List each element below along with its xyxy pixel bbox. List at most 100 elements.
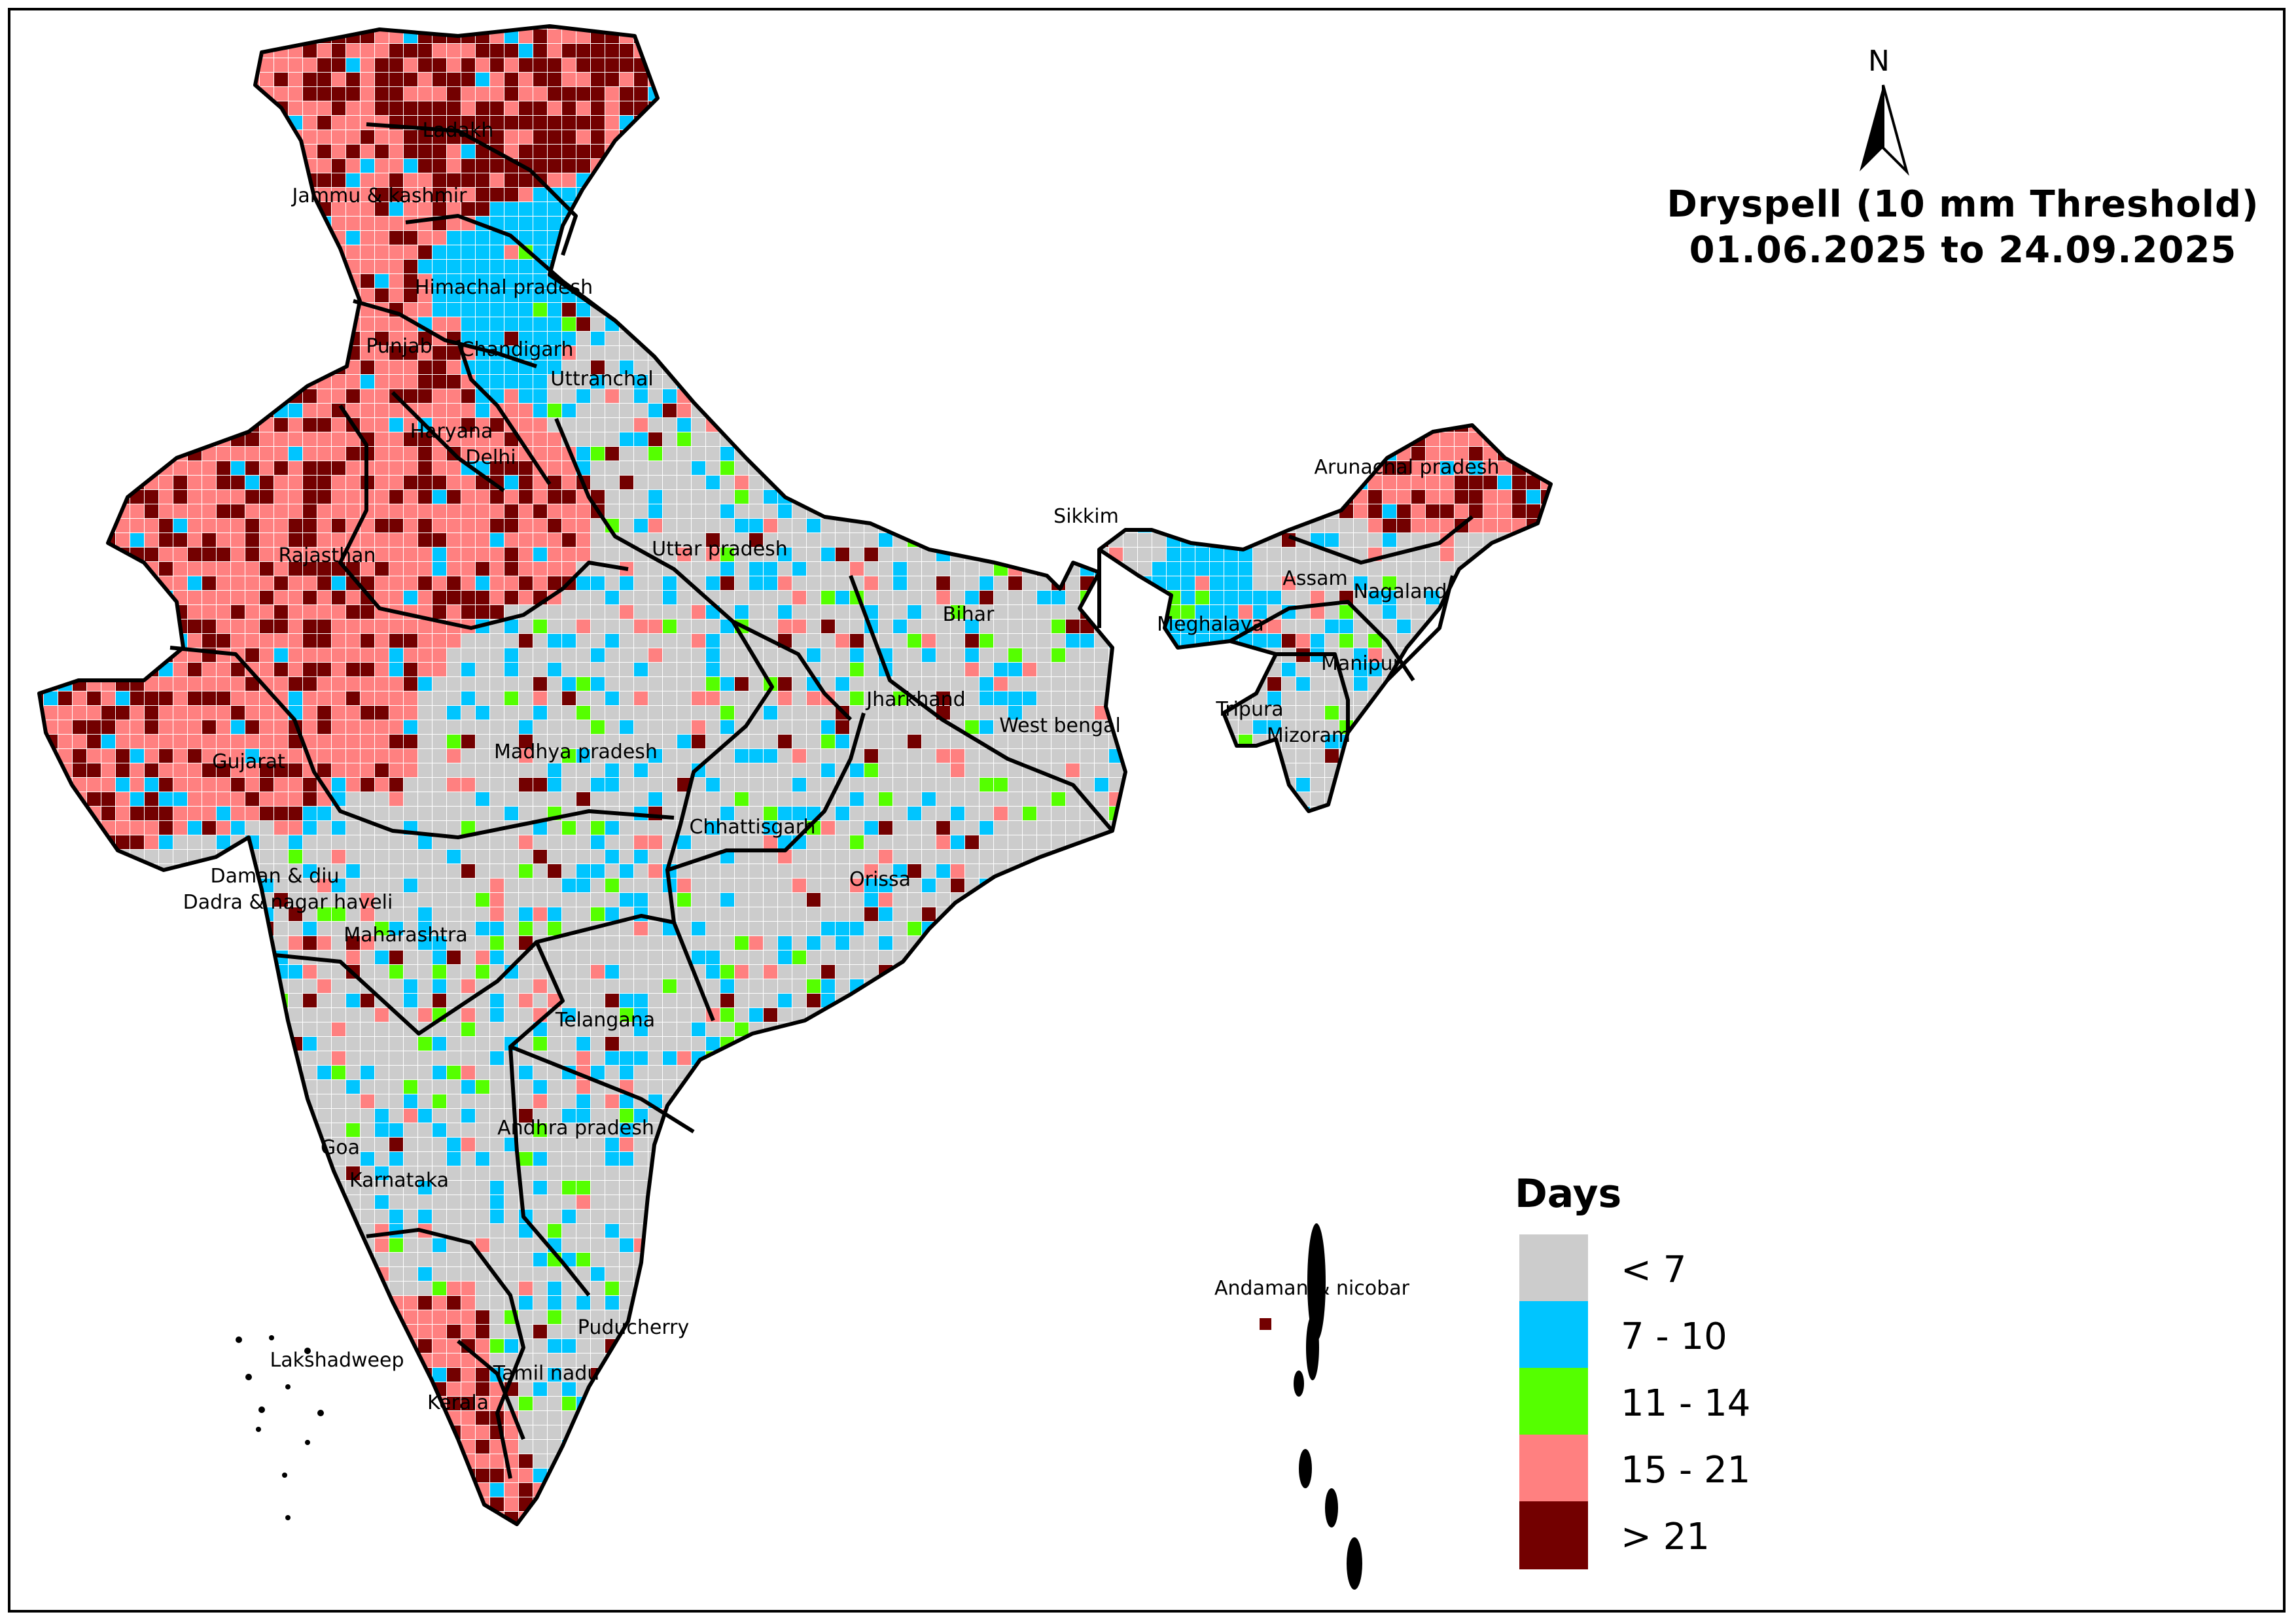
grid-cell — [1123, 604, 1125, 619]
grid-cell — [43, 489, 58, 504]
grid-cell — [662, 72, 677, 86]
grid-cell — [245, 115, 259, 130]
grid-cell — [907, 518, 921, 532]
grid-cell — [864, 417, 878, 432]
grid-cell — [1008, 403, 1022, 417]
grid-cell — [907, 417, 921, 432]
grid-cell — [245, 259, 259, 273]
grid-cell — [892, 173, 907, 187]
grid-cell — [245, 374, 259, 389]
grid-cell — [720, 216, 734, 230]
grid-cell — [936, 461, 950, 475]
grid-cell — [115, 230, 130, 245]
grid-cell — [202, 173, 216, 187]
grid-cell — [1080, 317, 1094, 331]
grid-cell — [1065, 187, 1080, 201]
grid-cell — [1022, 417, 1036, 432]
grid-cell — [1036, 302, 1051, 317]
grid-cell — [821, 432, 835, 446]
grid-cell — [864, 101, 878, 115]
grid-cell — [777, 245, 792, 259]
grid-cell — [821, 58, 835, 72]
grid-cell — [1123, 892, 1125, 907]
grid-cell — [187, 331, 202, 345]
grid-cell — [777, 288, 792, 302]
grid-cell — [1036, 216, 1051, 230]
grid-cell — [907, 446, 921, 461]
grid-cell — [677, 72, 691, 86]
grid-cell — [1022, 144, 1036, 158]
grid-cell — [86, 345, 101, 360]
grid-cell — [130, 576, 144, 590]
grid-cell — [806, 345, 821, 360]
grid-cell — [677, 115, 691, 130]
grid-cell — [144, 921, 158, 935]
grid-cell — [101, 849, 115, 864]
grid-cell — [892, 345, 907, 360]
grid-cell — [849, 173, 864, 187]
grid-cell — [302, 216, 317, 230]
grid-cell — [72, 892, 86, 907]
grid-cell — [43, 115, 58, 130]
grid-cell — [158, 144, 173, 158]
grid-cell — [677, 187, 691, 201]
grid-cell — [58, 432, 72, 446]
grid-cell — [864, 345, 878, 360]
grid-cell — [964, 201, 979, 216]
grid-cell — [1094, 173, 1108, 187]
grid-cell — [1022, 921, 1036, 935]
grid-cell — [936, 86, 950, 101]
grid-cell — [158, 907, 173, 921]
grid-cell — [58, 504, 72, 518]
grid-cell — [907, 201, 921, 216]
grid-cell — [878, 317, 892, 331]
grid-cell — [907, 345, 921, 360]
grid-cell — [806, 288, 821, 302]
grid-cell — [1051, 345, 1065, 360]
grid-cell — [144, 317, 158, 331]
grid-cell — [216, 158, 230, 173]
grid-cell — [1080, 878, 1094, 892]
grid-cell — [878, 432, 892, 446]
grid-cell — [1051, 331, 1065, 345]
grid-cell — [43, 763, 58, 777]
grid-cell — [763, 43, 777, 58]
grid-cell — [58, 216, 72, 230]
grid-cell — [864, 245, 878, 259]
grid-cell — [777, 187, 792, 201]
grid-cell — [792, 360, 806, 374]
grid-cell — [864, 158, 878, 173]
grid-cell — [907, 360, 921, 374]
grid-cell — [115, 216, 130, 230]
grid-cell — [619, 201, 633, 216]
grid-cell — [101, 158, 115, 173]
grid-cell — [432, 26, 446, 29]
grid-cell — [173, 345, 187, 360]
grid-cell — [72, 130, 86, 144]
grid-cell — [1051, 72, 1065, 86]
grid-cell — [130, 360, 144, 374]
grid-cell — [43, 173, 58, 187]
grid-cell — [1008, 878, 1022, 892]
grid-cell — [763, 461, 777, 475]
grid-cell — [705, 302, 720, 317]
grid-cell — [86, 43, 101, 58]
grid-cell — [936, 518, 950, 532]
grid-cell — [662, 245, 677, 259]
grid-cell — [86, 158, 101, 173]
grid-cell — [245, 288, 259, 302]
grid-cell — [878, 489, 892, 504]
grid-cell — [72, 245, 86, 259]
grid-cell — [993, 389, 1008, 403]
grid-cell — [677, 158, 691, 173]
grid-cell — [763, 58, 777, 72]
grid-cell — [1080, 43, 1094, 58]
grid-cell — [892, 504, 907, 518]
grid-cell — [230, 43, 245, 58]
grid-cell — [1036, 317, 1051, 331]
grid-cell — [144, 907, 158, 921]
grid-cell — [202, 288, 216, 302]
grid-cell — [720, 317, 734, 331]
grid-cell — [878, 403, 892, 417]
grid-cell — [1094, 907, 1108, 921]
